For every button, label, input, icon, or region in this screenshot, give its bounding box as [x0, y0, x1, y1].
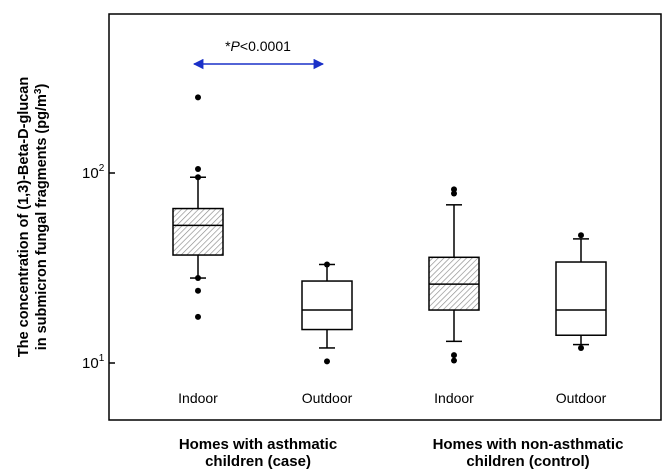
- p-value-label: *P<0.0001: [225, 38, 291, 54]
- outlier-point: [195, 94, 201, 101]
- box-4: [555, 232, 607, 351]
- plot-frame: [108, 13, 662, 421]
- y-axis: 101 102: [82, 163, 115, 372]
- y-tick-label-100: 102: [82, 163, 105, 182]
- outlier-point: [324, 358, 330, 365]
- outlier-point: [324, 261, 330, 268]
- outlier-point: [578, 232, 584, 239]
- significance-annotation: *P<0.0001: [192, 38, 325, 70]
- outlier-point: [451, 186, 457, 193]
- category-label-4: Outdoor: [556, 390, 607, 406]
- box-3: [428, 186, 480, 364]
- group-label-case: Homes with asthmatic children (case): [158, 436, 358, 470]
- box-2: [301, 261, 353, 365]
- outlier-point: [195, 275, 201, 282]
- boxes-layer: [172, 94, 607, 365]
- outlier-point: [451, 190, 457, 197]
- category-labels: Indoor Outdoor Indoor Outdoor: [178, 390, 606, 406]
- box-body: [172, 207, 224, 256]
- category-label-2: Outdoor: [302, 390, 353, 406]
- group-label-control: Homes with non-asthmatic children (contr…: [428, 436, 628, 470]
- outlier-point: [451, 352, 457, 359]
- group-label-case-line2: children (case): [205, 453, 311, 470]
- y-axis-label-line2: in submicron fungal fragments (pg/m3): [33, 84, 50, 351]
- outlier-point: [195, 174, 201, 181]
- outlier-point: [195, 313, 201, 320]
- box-body: [301, 280, 353, 331]
- category-label-1: Indoor: [178, 390, 218, 406]
- y-axis-label-line1: The concentration of (1,3)-Beta-D-glucan: [16, 77, 32, 357]
- y-axis-label: The concentration of (1,3)-Beta-D-glucan…: [16, 77, 50, 357]
- outlier-point: [451, 357, 457, 364]
- y-tick-label-10: 101: [82, 353, 105, 372]
- group-label-case-line1: Homes with asthmatic: [178, 436, 338, 453]
- group-label-control-line1: Homes with non-asthmatic: [432, 436, 624, 453]
- outlier-point: [195, 287, 201, 294]
- box-1: [172, 94, 224, 320]
- box-body: [555, 261, 607, 336]
- category-label-3: Indoor: [434, 390, 474, 406]
- outlier-point: [578, 344, 584, 351]
- group-label-control-line2: children (control): [466, 453, 590, 470]
- outlier-point: [195, 165, 201, 172]
